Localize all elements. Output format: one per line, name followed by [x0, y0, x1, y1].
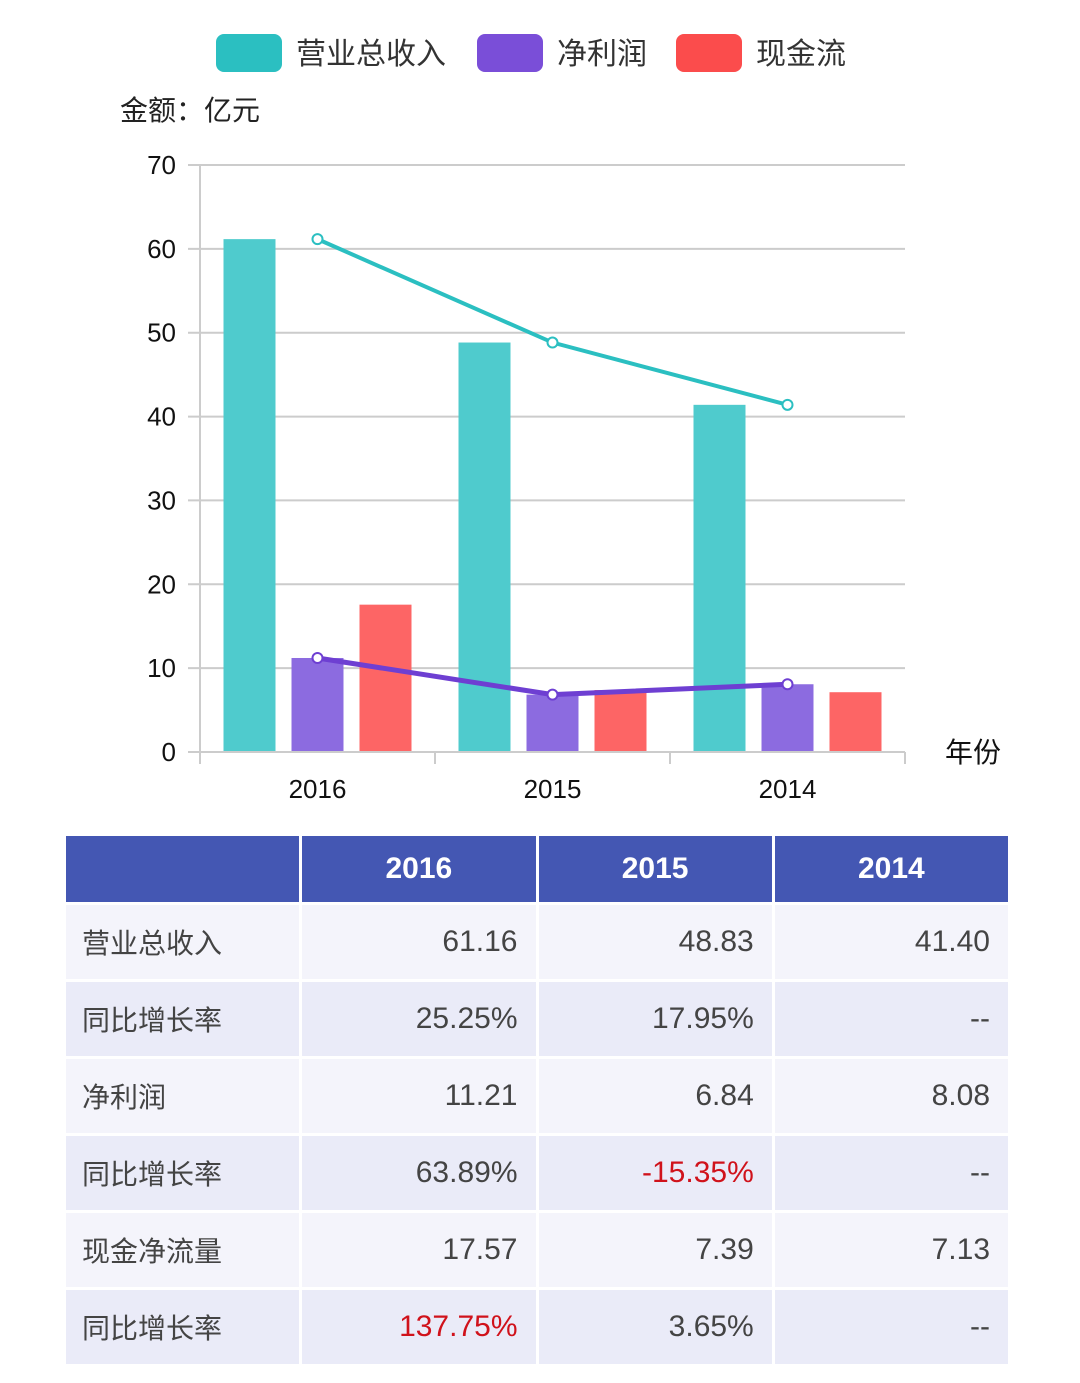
y-tick-label: 30	[147, 485, 176, 515]
table-row: 同比增长率 25.25% 17.95% --	[66, 982, 1008, 1056]
table-row: 营业总收入 61.16 48.83 41.40	[66, 905, 1008, 979]
x-tick-label: 2014	[759, 774, 817, 804]
legend: 营业总收入 净利润 现金流	[216, 34, 846, 72]
bar-现金流-2014[interactable]	[829, 692, 882, 752]
line-point-营业总收入-2016[interactable]	[311, 233, 324, 246]
y-tick-label: 10	[147, 653, 176, 683]
x-axis-label: 年份	[945, 737, 1001, 768]
y-tick-label: 50	[147, 318, 176, 348]
legend-label-2[interactable]: 现金流	[756, 37, 846, 72]
legend-swatch-1[interactable]	[477, 34, 543, 72]
table-cell: 7.13	[774, 1213, 1008, 1287]
y-tick-label: 70	[147, 150, 176, 180]
table-cell: 6.84	[538, 1059, 772, 1133]
table-header-2015: 2015	[538, 836, 772, 902]
bar-营业总收入-2015[interactable]	[458, 342, 511, 752]
line-point-净利润-2016[interactable]	[311, 651, 324, 664]
table-row: 同比增长率 137.75% 3.65% --	[66, 1290, 1008, 1364]
row-label: 同比增长率	[66, 1136, 300, 1210]
y-tick-label: 20	[147, 569, 176, 599]
y-axis-unit-label: 金额：亿元	[120, 94, 260, 127]
bar-净利润-2014[interactable]	[761, 684, 814, 752]
table-body: 营业总收入 61.16 48.83 41.40 同比增长率 25.25% 17.95% -- 净…	[66, 905, 1008, 1364]
bars	[223, 239, 882, 753]
table-cell: 7.39	[538, 1213, 772, 1287]
legend-swatch-2[interactable]	[676, 34, 742, 72]
table-cell: 17.95%	[538, 982, 772, 1056]
y-tick-label: 0	[162, 737, 176, 767]
table-header-2016: 2016	[302, 836, 536, 902]
table-row: 现金净流量 17.57 7.39 7.13	[66, 1213, 1008, 1287]
line-point-营业总收入-2014[interactable]	[781, 398, 794, 411]
bar-净利润-2015[interactable]	[526, 694, 579, 752]
legend-label-0[interactable]: 营业总收入	[296, 37, 446, 72]
x-tick-label: 2015	[524, 774, 582, 804]
row-label: 同比增长率	[66, 982, 300, 1056]
x-axis: 2016 2015 2014	[199, 751, 906, 804]
bar-营业总收入-2014[interactable]	[693, 404, 746, 752]
bar-现金流-2015[interactable]	[594, 690, 647, 752]
table-cell: 8.08	[774, 1059, 1008, 1133]
table-cell: 3.65%	[538, 1290, 772, 1364]
table-row: 净利润 11.21 6.84 8.08	[66, 1059, 1008, 1133]
bar-现金流-2016[interactable]	[359, 604, 412, 752]
row-label: 净利润	[66, 1059, 300, 1133]
lines	[311, 233, 794, 701]
y-tick-label: 60	[147, 234, 176, 264]
table-cell: 137.75%	[302, 1290, 536, 1364]
row-label: 营业总收入	[66, 905, 300, 979]
table-cell: 17.57	[302, 1213, 536, 1287]
table-header-row: 2016 2015 2014	[66, 836, 1008, 902]
table-cell: --	[774, 982, 1008, 1056]
table-cell: 61.16	[302, 905, 536, 979]
table-row: 同比增长率 63.89% -15.35% --	[66, 1136, 1008, 1210]
table-cell: 11.21	[302, 1059, 536, 1133]
legend-label-1[interactable]: 净利润	[557, 37, 647, 72]
table-cell: 41.40	[774, 905, 1008, 979]
row-label: 现金净流量	[66, 1213, 300, 1287]
table-cell: 63.89%	[302, 1136, 536, 1210]
table-cell: 25.25%	[302, 982, 536, 1056]
bar-营业总收入-2016[interactable]	[223, 239, 276, 753]
line-point-营业总收入-2015[interactable]	[546, 336, 559, 349]
table-cell: --	[774, 1136, 1008, 1210]
line-point-净利润-2014[interactable]	[781, 678, 794, 691]
table-header-2014: 2014	[774, 836, 1008, 902]
y-axis-ticks: 0 10 20 30 40 50 60 70	[147, 150, 176, 767]
table-cell: 48.83	[538, 905, 772, 979]
row-label: 同比增长率	[66, 1290, 300, 1364]
y-tick-label: 40	[147, 402, 176, 432]
line-point-净利润-2015[interactable]	[546, 688, 559, 701]
line-营业总收入	[316, 237, 789, 407]
table-header-blank	[66, 836, 300, 902]
x-tick-label: 2016	[289, 774, 347, 804]
financial-table: 2016 2015 2014 营业总收入 61.16 48.83 41.40 同比增长率…	[63, 833, 1011, 1367]
table-cell: --	[774, 1290, 1008, 1364]
bar-净利润-2016[interactable]	[291, 657, 344, 752]
table-cell: -15.35%	[538, 1136, 772, 1210]
legend-swatch-0[interactable]	[216, 34, 282, 72]
